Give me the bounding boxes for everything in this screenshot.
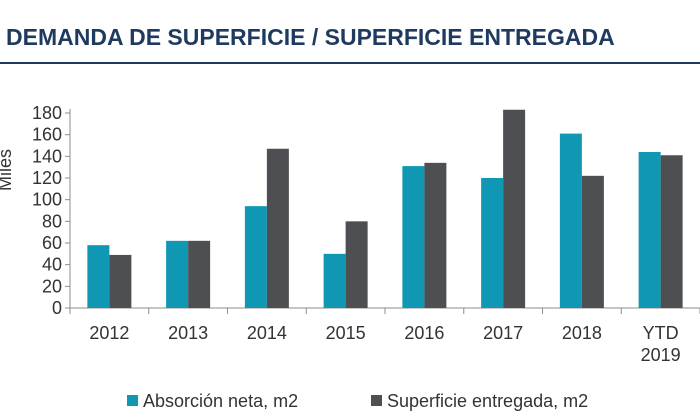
x-tick-label: 2014: [247, 323, 287, 343]
x-tick-label: 2012: [89, 323, 129, 343]
bar-absorcion: [244, 206, 267, 308]
y-tick-label: 120: [32, 168, 62, 188]
y-tick-label: 100: [32, 190, 62, 210]
bar-superficie: [188, 240, 211, 308]
y-tick-label: 20: [42, 276, 62, 296]
bar-superficie: [109, 254, 132, 308]
x-tick-label: YTD: [643, 323, 679, 343]
bar-absorcion: [559, 133, 582, 308]
y-tick-label: 60: [42, 233, 62, 253]
bar-absorcion: [87, 245, 110, 308]
bar-superficie: [424, 162, 447, 308]
x-tick-label: 2018: [562, 323, 602, 343]
bar-superficie: [581, 175, 604, 308]
legend-swatch-absorcion: [127, 395, 138, 406]
bar-superficie: [345, 221, 368, 308]
bar-absorcion: [481, 178, 504, 308]
chart-header: DEMANDA DE SUPERFICIE / SUPERFICIE ENTRE…: [0, 0, 700, 64]
legend-label-superficie: Superficie entregada, m2: [387, 391, 588, 411]
y-axis-label: Miles: [0, 149, 15, 191]
x-tick-label: 2016: [404, 323, 444, 343]
bar-absorcion: [638, 152, 661, 308]
x-tick-label: 2013: [168, 323, 208, 343]
y-tick-label: 180: [32, 103, 62, 123]
x-tick-label: 2019: [641, 345, 681, 365]
title-divider: [0, 62, 700, 64]
legend-swatch-superficie: [371, 395, 382, 406]
x-tick-label: 2017: [483, 323, 523, 343]
bar-superficie: [266, 148, 289, 308]
chart-title: DEMANDA DE SUPERFICIE / SUPERFICIE ENTRE…: [6, 24, 615, 50]
y-tick-label: 80: [42, 211, 62, 231]
bar-superficie: [503, 109, 526, 308]
x-tick-label: 2015: [326, 323, 366, 343]
legend-label-absorcion: Absorción neta, m2: [143, 391, 298, 411]
bar-superficie: [660, 155, 683, 308]
y-tick-label: 0: [52, 298, 62, 318]
bar-absorcion: [323, 253, 346, 308]
y-tick-label: 160: [32, 125, 62, 145]
bar-absorcion: [402, 166, 425, 308]
y-tick-label: 40: [42, 255, 62, 275]
bar-absorcion: [166, 240, 189, 308]
y-tick-label: 140: [32, 146, 62, 166]
